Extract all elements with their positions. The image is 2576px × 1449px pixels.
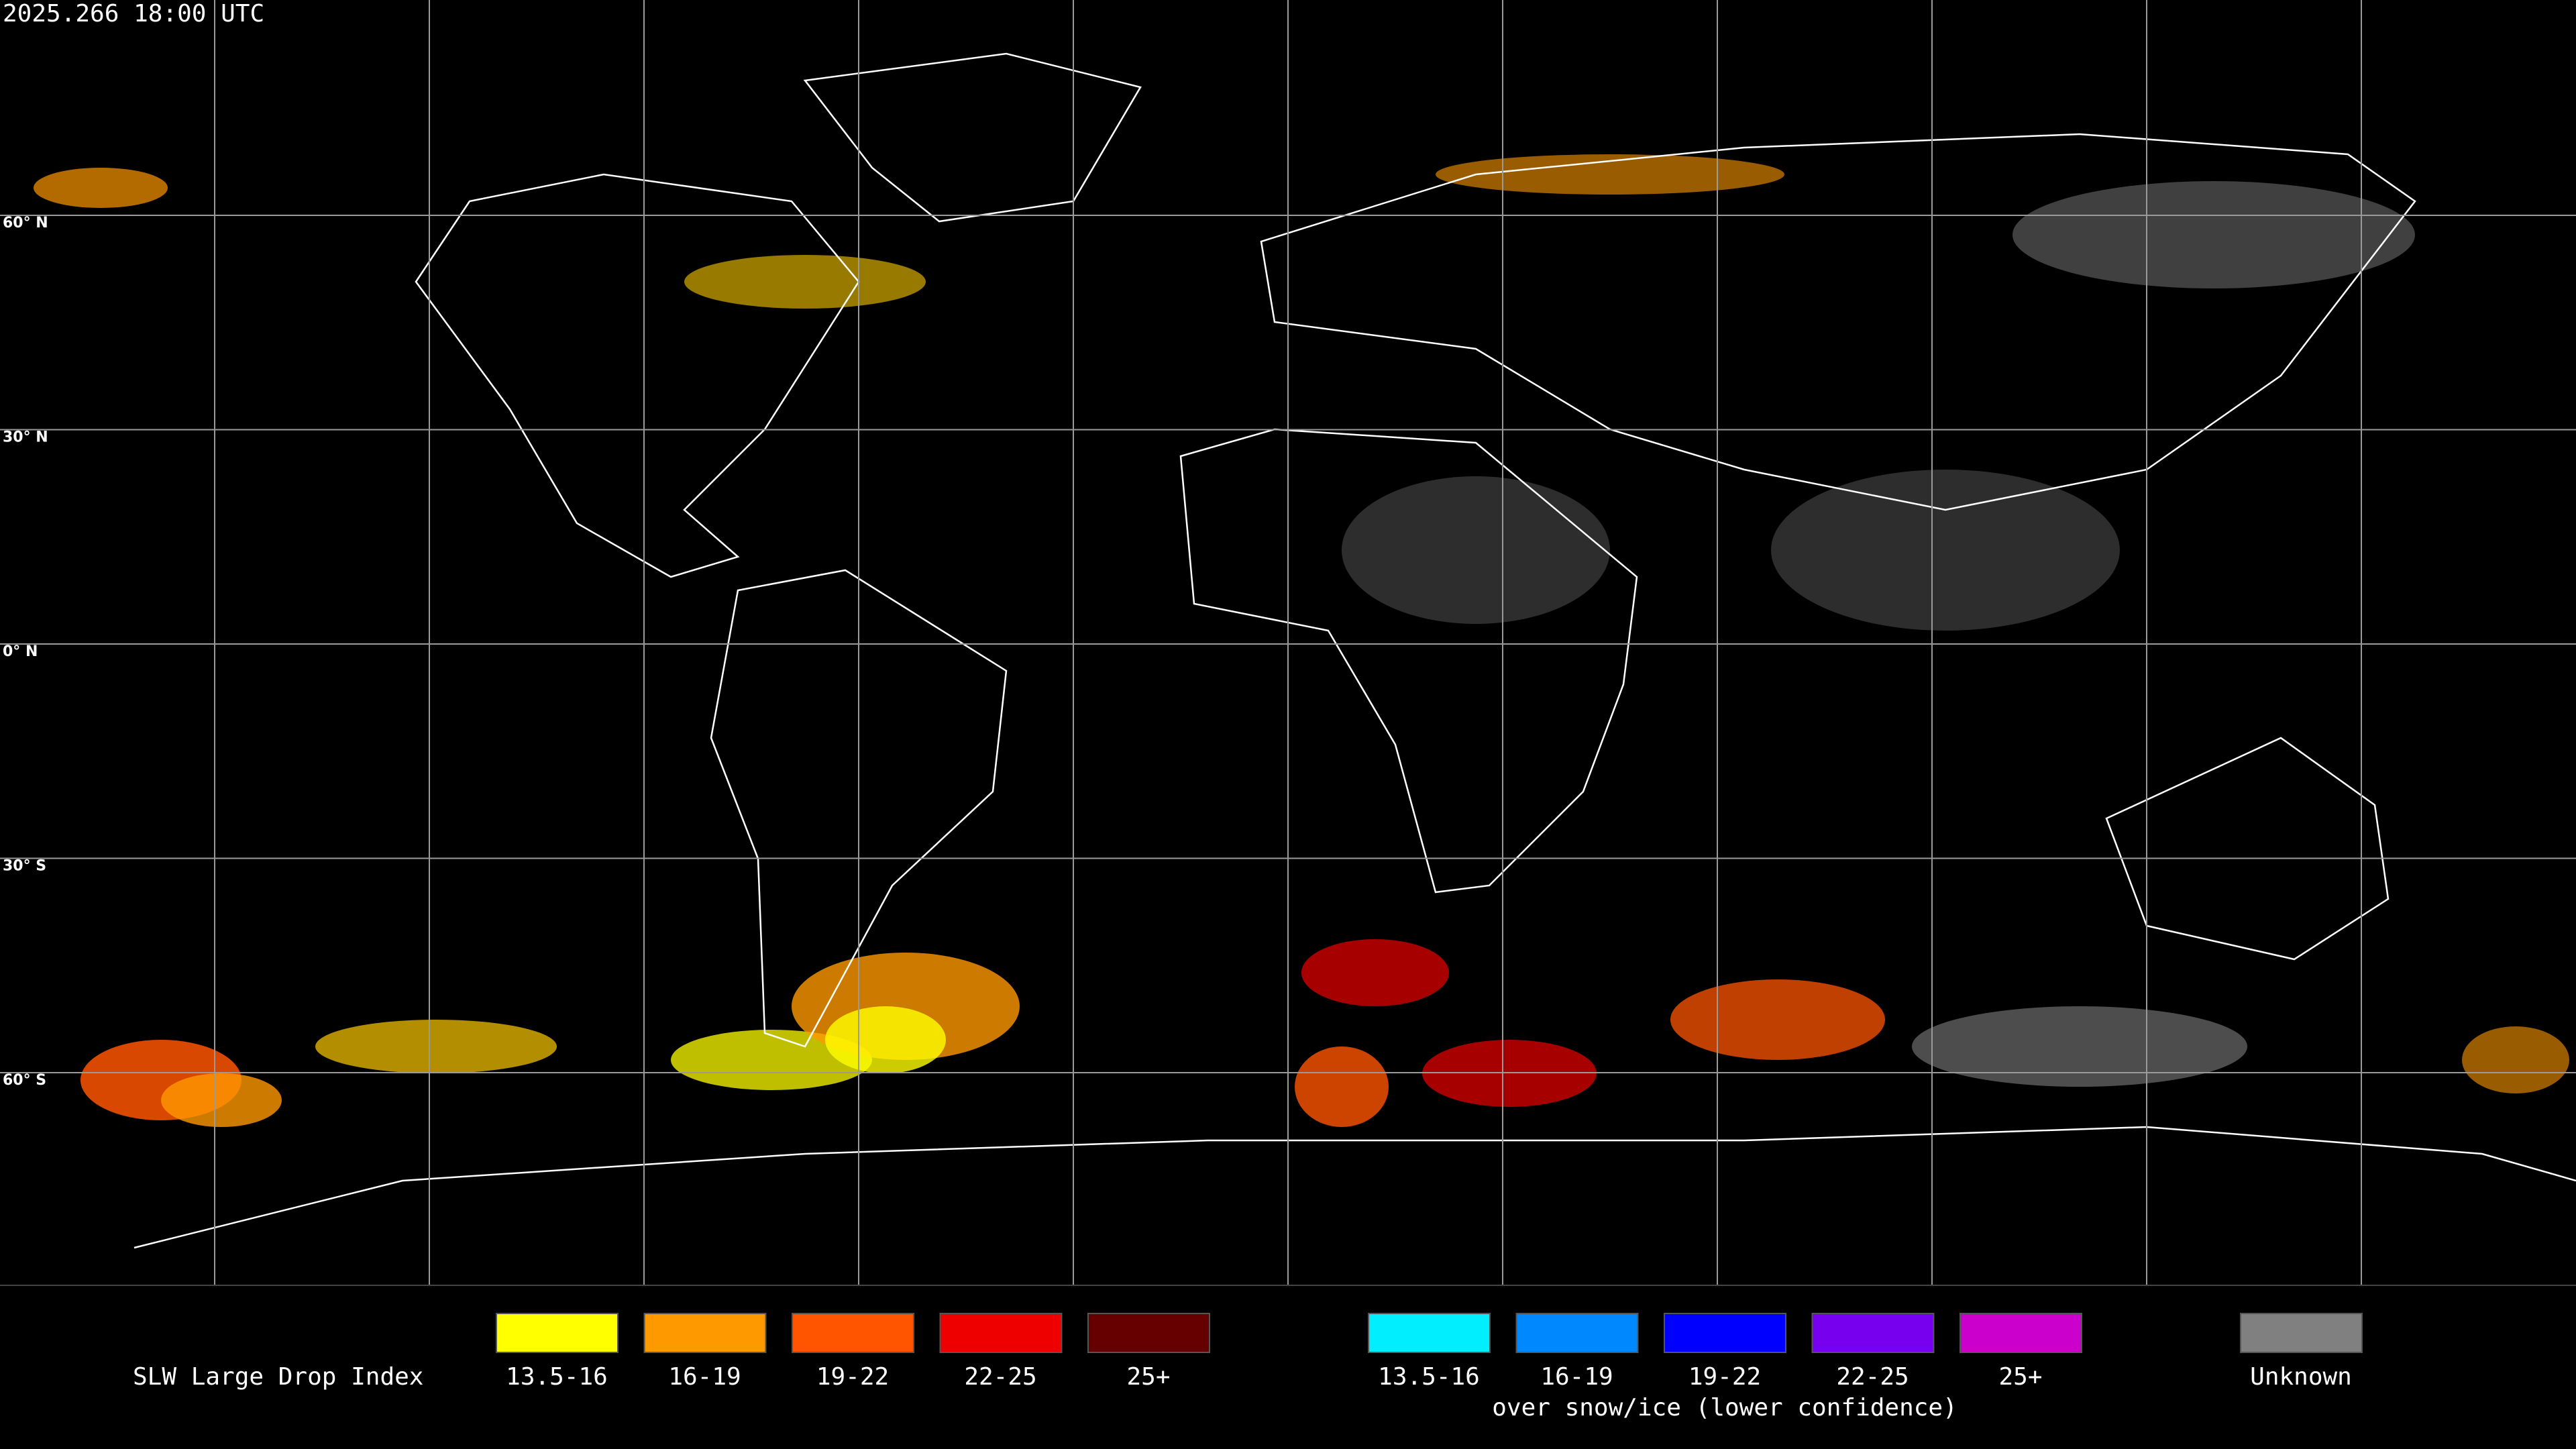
legend-swatch <box>496 1313 619 1353</box>
graticule: 60° N 30° N 0° N 30° S 60° S <box>0 0 2576 1285</box>
legend-label: 13.5-16 <box>506 1363 608 1391</box>
lat-label: 0° N <box>3 643 38 660</box>
legend-swatch <box>1087 1313 1210 1353</box>
legend-label: 19-22 <box>1688 1363 1761 1391</box>
legend-swatch <box>2240 1313 2363 1353</box>
legend-label: Unknown <box>2250 1363 2352 1391</box>
lat-label: 60° N <box>3 215 48 231</box>
legend-label: 22-25 <box>964 1363 1036 1391</box>
cloud-patches <box>34 154 2569 1127</box>
legend-caption: over snow/ice (lower confidence) <box>1492 1394 1957 1421</box>
legend-swatch <box>1368 1313 1491 1353</box>
legend-swatch <box>792 1313 914 1353</box>
legend-swatch <box>939 1313 1063 1353</box>
legend: SLW Large Drop Index over snow/ice (lowe… <box>133 1313 2363 1421</box>
legend-label: 16-19 <box>668 1363 741 1391</box>
legend-swatch <box>1515 1313 1639 1353</box>
legend-label: 25+ <box>1126 1363 1170 1391</box>
legend-swatch <box>643 1313 767 1353</box>
legend-label: 25+ <box>1998 1363 2042 1391</box>
legend-swatch <box>1811 1313 1935 1353</box>
timestamp: 2025.266 18:00 UTC <box>3 0 264 28</box>
map: 60° N 30° N 0° N 30° S 60° S 2025.266 18:00 … <box>0 0 2576 1285</box>
legend-swatch <box>1960 1313 2082 1353</box>
legend-title: SLW Large Drop Index <box>133 1363 423 1391</box>
lat-label: 30° S <box>3 858 46 875</box>
legend-label: 22-25 <box>1836 1363 1909 1391</box>
lat-label: 30° N <box>3 429 48 446</box>
legend-label: 16-19 <box>1540 1363 1613 1391</box>
legend-label: 19-22 <box>816 1363 889 1391</box>
legend-label: 13.5-16 <box>1378 1363 1480 1391</box>
lat-label: 60° S <box>3 1072 46 1089</box>
legend-swatch <box>1664 1313 1786 1353</box>
